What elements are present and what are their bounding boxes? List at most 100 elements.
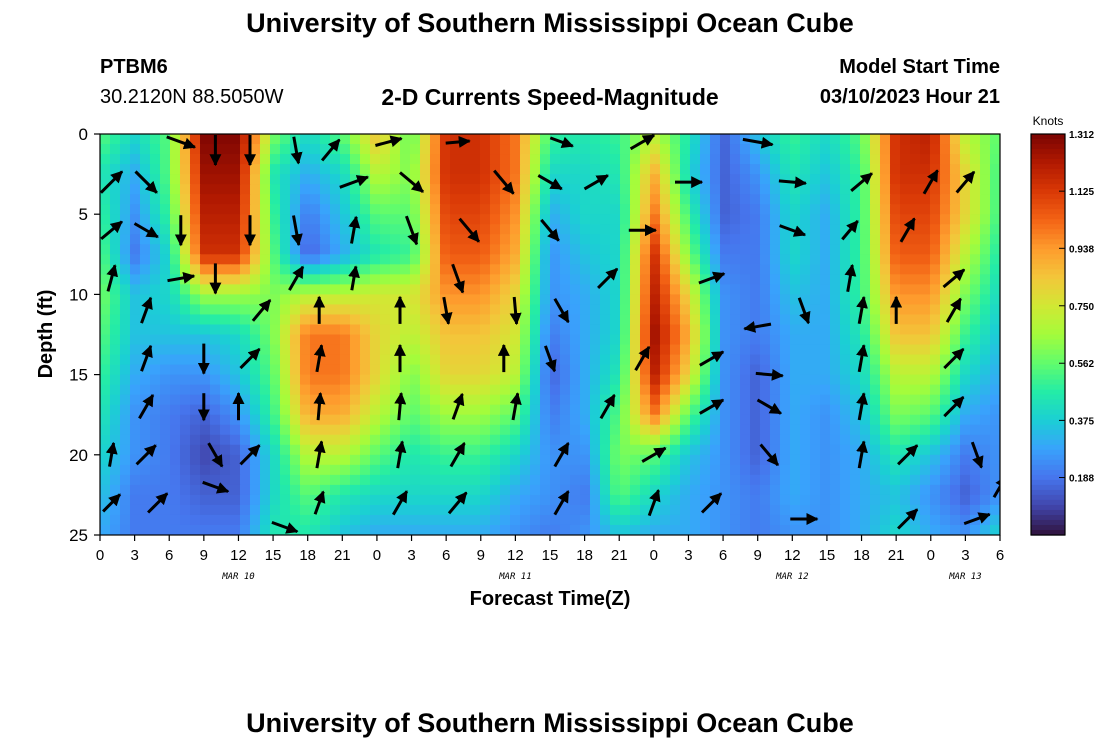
heatmap-cell [410, 294, 421, 306]
heatmap-cell [360, 374, 371, 386]
heatmap-cell [190, 254, 201, 265]
heatmap-cell [600, 364, 611, 376]
heatmap-cell [840, 254, 851, 265]
heatmap-cell [530, 374, 541, 386]
heatmap-cell [400, 364, 411, 376]
heatmap-cell [440, 134, 451, 145]
heatmap-cell [120, 154, 131, 165]
heatmap-cell [650, 254, 661, 265]
heatmap-cell [250, 434, 261, 446]
heatmap-cell [810, 184, 821, 195]
heatmap-cell [910, 334, 921, 346]
heatmap-cell [380, 414, 391, 426]
heatmap-cell [540, 204, 551, 215]
heatmap-cell [410, 274, 421, 285]
heatmap-cell [630, 484, 641, 496]
heatmap-cell [770, 214, 781, 225]
heatmap-cell [700, 224, 711, 235]
heatmap-cell [370, 364, 381, 376]
heatmap-cell [330, 234, 341, 245]
heatmap-cell [150, 194, 161, 205]
heatmap-cell [860, 414, 871, 426]
heatmap-cell [480, 154, 491, 165]
heatmap-cell [660, 314, 671, 326]
heatmap-cell [510, 464, 521, 476]
heatmap-cell [110, 184, 121, 195]
heatmap-cell [990, 384, 1000, 396]
current-vector-arrow [339, 175, 370, 189]
heatmap-cell [740, 144, 751, 155]
heatmap-cell [740, 334, 751, 346]
heatmap-cell [580, 494, 591, 506]
heatmap-cell [980, 404, 991, 416]
heatmap-cell [180, 324, 191, 336]
heatmap-cell [800, 294, 811, 306]
heatmap-cell [950, 184, 961, 195]
heatmap-cell [250, 374, 261, 386]
x-tick-label: 0 [927, 547, 935, 564]
current-vector-arrow [970, 441, 984, 469]
heatmap-cell [760, 164, 771, 175]
heatmap-cell [840, 284, 851, 296]
heatmap-cell [610, 424, 621, 436]
heatmap-cell [470, 154, 481, 165]
heatmap-cell [770, 464, 781, 476]
heatmap-cell [440, 194, 451, 205]
heatmap-cell [970, 384, 981, 396]
heatmap-cell [370, 264, 381, 275]
heatmap-cell [520, 394, 531, 406]
heatmap-cell [720, 214, 731, 225]
heatmap-cell [860, 304, 871, 316]
heatmap-cell [770, 354, 781, 366]
heatmap-cell [480, 284, 491, 296]
heatmap-cell [350, 384, 361, 396]
heatmap-cell [980, 384, 991, 396]
heatmap-cell [210, 484, 221, 496]
heatmap-cell [140, 464, 151, 476]
heatmap-cell [530, 314, 541, 326]
heatmap-cell [490, 354, 501, 366]
current-vector-arrow [963, 512, 991, 526]
heatmap-cell [290, 294, 301, 306]
heatmap-cell [250, 194, 261, 205]
heatmap-cell [480, 234, 491, 245]
heatmap-cell [120, 324, 131, 336]
colorbar-tick-label: 0.375 [1069, 416, 1094, 427]
heatmap-cell [280, 414, 291, 426]
heatmap-cell [950, 374, 961, 386]
heatmap-cell [130, 394, 141, 406]
heatmap-cell [460, 294, 471, 306]
heatmap-cell [870, 414, 881, 426]
heatmap-cell [390, 524, 401, 535]
heatmap-cell [870, 224, 881, 235]
heatmap-cell [700, 204, 711, 215]
heatmap-cell [450, 254, 461, 265]
current-vector-arrow [135, 444, 157, 466]
heatmap-cell [370, 214, 381, 225]
heatmap-cell [740, 214, 751, 225]
heatmap-cell [290, 284, 301, 296]
colorbar-frame [1030, 133, 1066, 536]
heatmap-cell [330, 324, 341, 336]
heatmap-cell [330, 384, 341, 396]
heatmap-cell [840, 454, 851, 466]
heatmap-cell [890, 384, 901, 396]
heatmap-cell [600, 494, 611, 506]
heatmap-cell [640, 204, 651, 215]
heatmap-cell [900, 204, 911, 215]
heatmap-cell [630, 454, 641, 466]
heatmap-cell [720, 134, 731, 145]
heatmap-cell [340, 354, 351, 366]
current-vector-arrow [553, 297, 570, 324]
heatmap-cell [690, 314, 701, 326]
heatmap-cell [320, 284, 331, 296]
heatmap-cell [290, 464, 301, 476]
heatmap-cell [230, 504, 241, 516]
heatmap-cell [870, 324, 881, 336]
heatmap-cell [230, 434, 241, 446]
heatmap-cell [550, 164, 561, 175]
heatmap-cell [940, 314, 951, 326]
heatmap-cell [560, 404, 571, 416]
heatmap-cell [640, 374, 651, 386]
heatmap-cell [940, 154, 951, 165]
